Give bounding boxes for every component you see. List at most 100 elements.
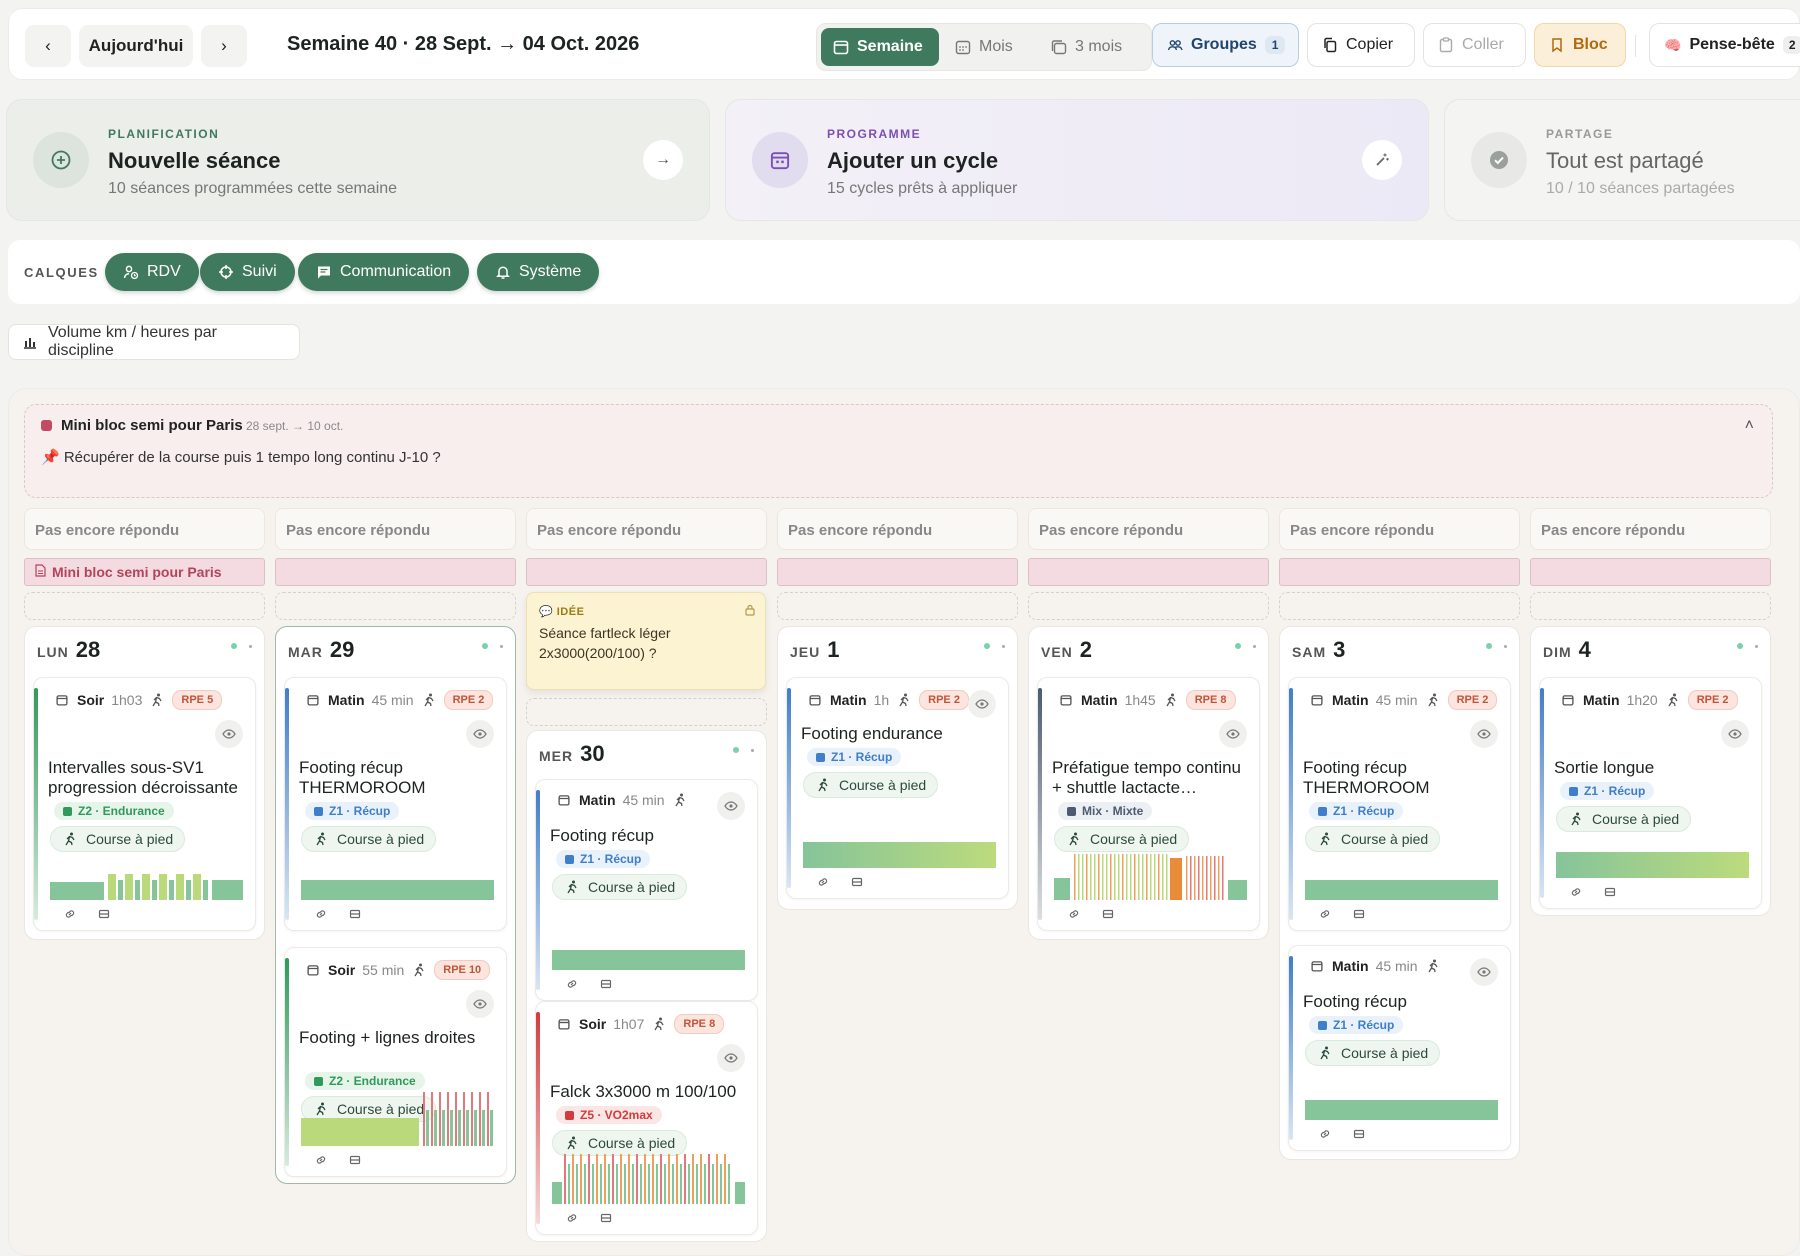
details-icon[interactable] — [1602, 884, 1618, 900]
session-card[interactable]: Soir 1h07 RPE 8 Falck 3x3000 m 100/100 Z5 · … — [535, 1001, 758, 1235]
details-icon[interactable] — [598, 1210, 614, 1226]
link-icon[interactable] — [1317, 906, 1333, 922]
eye-icon[interactable] — [717, 1044, 745, 1072]
bloc-strip[interactable] — [275, 558, 516, 586]
eye-icon[interactable] — [717, 792, 745, 820]
session-card[interactable]: Matin 1h45 RPE 8 Préfatigue tempo continu +… — [1037, 677, 1260, 931]
empty-slot[interactable] — [275, 592, 516, 620]
menu-dot[interactable] — [249, 644, 252, 648]
share-status-card[interactable]: PARTAGE Tout est partagé 10 / 10 séances… — [1444, 99, 1800, 221]
details-icon[interactable] — [96, 906, 112, 922]
view-3months-button[interactable]: 3 mois — [1039, 28, 1147, 66]
session-card[interactable]: Soir 1h03 RPE 5 Intervalles sous-SV1 progre… — [33, 677, 256, 931]
sport-chip[interactable]: Course à pied — [50, 826, 186, 852]
details-icon[interactable] — [849, 874, 865, 890]
session-card[interactable]: Matin 45 min RPE 2 Footing récup THERMOROOM… — [1288, 677, 1511, 931]
sport-chip[interactable]: Course à pied — [1305, 1040, 1441, 1066]
bloc-strip[interactable] — [1530, 558, 1771, 586]
session-card[interactable]: Matin 1h RPE 2 Footing endurance Z1 · Récup C… — [786, 677, 1009, 899]
eye-icon[interactable] — [466, 720, 494, 748]
menu-dot[interactable] — [500, 644, 503, 648]
eye-icon[interactable] — [968, 690, 996, 718]
new-session-card[interactable]: PLANIFICATION Nouvelle séance 10 séances… — [6, 99, 710, 221]
copy-button[interactable]: Copier — [1307, 23, 1415, 67]
link-icon[interactable] — [313, 906, 329, 922]
eye-icon[interactable] — [1721, 720, 1749, 748]
lock-icon[interactable] — [745, 603, 755, 621]
sport-chip[interactable]: Course à pied — [552, 874, 688, 900]
memo-button[interactable]: 🧠 Pense-bête 2 — [1649, 23, 1800, 67]
details-icon[interactable] — [598, 976, 614, 992]
falck-bar — [616, 1164, 618, 1204]
details-icon[interactable] — [1351, 906, 1367, 922]
session-card[interactable]: Matin 45 min RPE 2 Footing récup THERMOROOM… — [284, 677, 507, 931]
groups-button[interactable]: Groupes 1 — [1152, 23, 1299, 67]
link-icon[interactable] — [1568, 884, 1584, 900]
menu-dot[interactable] — [1755, 644, 1758, 648]
empty-slot[interactable] — [1028, 592, 1269, 620]
runner-icon — [896, 692, 912, 708]
layer-rdv-chip[interactable]: RDV — [105, 253, 199, 291]
link-icon[interactable] — [313, 1152, 329, 1168]
chevron-up-icon[interactable]: ˄ — [1744, 417, 1754, 434]
empty-slot[interactable] — [1279, 592, 1520, 620]
empty-slot[interactable] — [777, 592, 1018, 620]
arrow-right-icon[interactable]: → — [643, 140, 683, 180]
sport-chip[interactable]: Course à pied — [1305, 826, 1441, 852]
eye-icon[interactable] — [466, 990, 494, 1018]
link-icon[interactable] — [1317, 1126, 1333, 1142]
link-icon[interactable] — [62, 906, 78, 922]
session-card[interactable]: Soir 55 min RPE 10 Footing + lignes droites… — [284, 947, 507, 1177]
layer-suivi-chip[interactable]: Suivi — [200, 253, 295, 291]
share-title: Tout est partagé — [1546, 148, 1704, 173]
details-icon[interactable] — [347, 1152, 363, 1168]
session-footer — [62, 906, 112, 922]
view-month-button[interactable]: Mois — [943, 28, 1035, 66]
link-icon[interactable] — [1066, 906, 1082, 922]
idea-note[interactable]: 💬 IDÉE Séance fartleck léger 2x3000(200/… — [526, 592, 766, 690]
sport-chip[interactable]: Course à pied — [552, 1130, 688, 1156]
session-card[interactable]: Matin 45 min Footing récup Z1 · Récup Course… — [1288, 945, 1511, 1151]
sport-chip[interactable]: Course à pied — [1054, 826, 1190, 852]
bloc-strip[interactable] — [777, 558, 1018, 586]
sport-chip[interactable]: Course à pied — [301, 826, 437, 852]
next-week-button[interactable]: › — [201, 25, 247, 67]
menu-dot[interactable] — [1504, 644, 1507, 648]
session-card[interactable]: Matin 1h20 RPE 2 Sortie longue Z1 · Récup Cou… — [1539, 677, 1762, 909]
today-button[interactable]: Aujourd'hui — [79, 25, 193, 67]
eye-icon[interactable] — [1470, 958, 1498, 986]
sport-chip[interactable]: Course à pied — [1556, 806, 1692, 832]
eye-icon[interactable] — [215, 720, 243, 748]
add-cycle-card[interactable]: PROGRAMME Ajouter un cycle 15 cycles prê… — [725, 99, 1429, 221]
empty-slot[interactable] — [1530, 592, 1771, 620]
menu-dot[interactable] — [1253, 644, 1256, 648]
view-week-button[interactable]: Semaine — [821, 28, 939, 66]
link-icon[interactable] — [564, 976, 580, 992]
menu-dot[interactable] — [751, 748, 754, 752]
empty-slot[interactable] — [526, 698, 767, 726]
mini-bloc-banner[interactable]: Mini bloc semi pour Paris 28 sept. → 10 … — [24, 404, 1773, 498]
layer-communication-chip[interactable]: Communication — [298, 253, 470, 291]
bloc-strip[interactable] — [1028, 558, 1269, 586]
eye-icon[interactable] — [1219, 720, 1247, 748]
link-icon[interactable] — [815, 874, 831, 890]
magic-wand-icon[interactable] — [1362, 140, 1402, 180]
details-icon[interactable] — [347, 906, 363, 922]
link-icon[interactable] — [564, 1210, 580, 1226]
bloc-strip[interactable] — [1279, 558, 1520, 586]
volume-by-discipline-button[interactable]: Volume km / heures par discipline — [8, 324, 300, 360]
bloc-strip[interactable] — [526, 558, 767, 586]
sport-chip[interactable]: Course à pied — [301, 1096, 437, 1122]
menu-dot[interactable] — [1002, 644, 1005, 648]
details-icon[interactable] — [1100, 906, 1116, 922]
paste-button[interactable]: Coller — [1423, 23, 1526, 67]
bloc-strip[interactable]: Mini bloc semi pour Paris — [24, 558, 265, 586]
sport-chip[interactable]: Course à pied — [803, 772, 939, 798]
bloc-button[interactable]: Bloc — [1534, 23, 1626, 67]
layer-systeme-chip[interactable]: Système — [477, 253, 600, 291]
eye-icon[interactable] — [1470, 720, 1498, 748]
previous-week-button[interactable]: ‹ — [25, 25, 71, 67]
details-icon[interactable] — [1351, 1126, 1367, 1142]
empty-slot[interactable] — [24, 592, 265, 620]
session-card[interactable]: Matin 45 min Footing récup Z1 · Récup Course… — [535, 779, 758, 1001]
